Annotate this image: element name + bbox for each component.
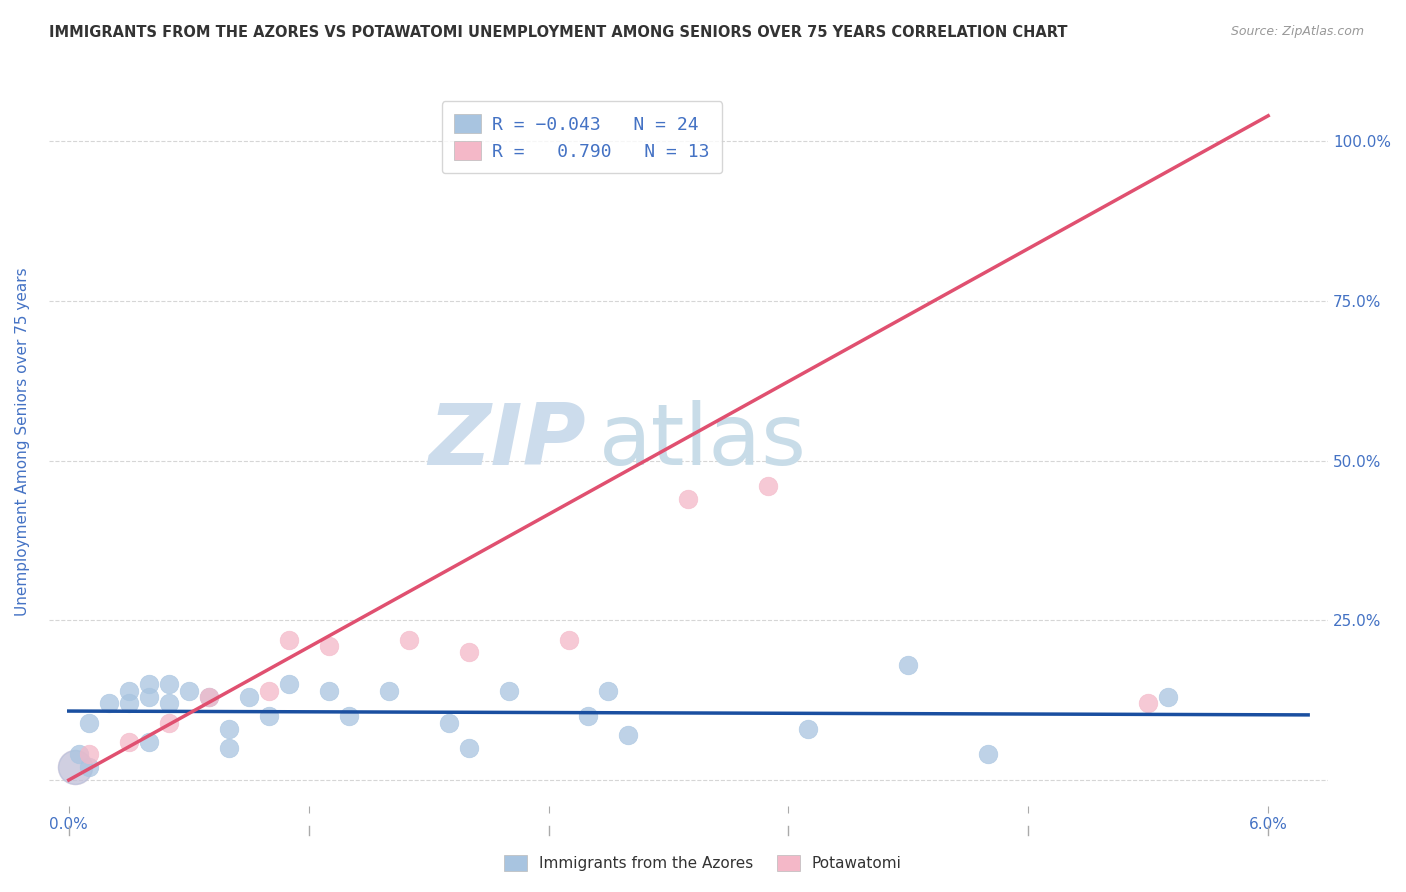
Point [218,741,240,756]
Text: ZIP: ZIP [429,400,586,483]
Point [97,697,120,711]
Text: atlas: atlas [599,400,807,483]
Point [277,632,299,647]
Point [758,479,780,493]
Point [157,677,180,691]
Point [318,639,340,653]
Point [197,690,219,704]
Point [118,697,141,711]
Point [1137,697,1160,711]
Point [257,683,280,698]
Point [197,690,219,704]
Point [157,715,180,730]
Point [138,735,160,749]
Point [1157,690,1180,704]
Point [67,747,90,762]
Point [377,683,399,698]
Point [63,760,86,774]
Point [218,722,240,736]
Point [977,747,1000,762]
Point [457,645,479,659]
Point [118,683,141,698]
Point [557,632,579,647]
Point [398,632,420,647]
Point [277,677,299,691]
Point [498,683,520,698]
Point [797,722,820,736]
Point [138,690,160,704]
Point [257,709,280,723]
Text: IMMIGRANTS FROM THE AZORES VS POTAWATOMI UNEMPLOYMENT AMONG SENIORS OVER 75 YEAR: IMMIGRANTS FROM THE AZORES VS POTAWATOMI… [49,25,1067,40]
Point [318,683,340,698]
Point [77,747,100,762]
Point [177,683,200,698]
Point [238,690,260,704]
Point [457,741,479,756]
Y-axis label: Unemployment Among Seniors over 75 years: Unemployment Among Seniors over 75 years [15,268,30,615]
Point [598,683,620,698]
Point [337,709,360,723]
Point [578,709,600,723]
Point [118,735,141,749]
Legend: R = −0.043   N = 24, R =   0.790   N = 13: R = −0.043 N = 24, R = 0.790 N = 13 [441,101,723,173]
Legend: Immigrants from the Azores, Potawatomi: Immigrants from the Azores, Potawatomi [498,849,908,877]
Point [678,491,700,506]
Point [437,715,460,730]
Point [77,760,100,774]
Point [617,728,640,742]
Point [63,760,86,774]
Point [897,658,920,673]
Point [138,677,160,691]
Point [157,697,180,711]
Point [77,715,100,730]
Text: Source: ZipAtlas.com: Source: ZipAtlas.com [1230,25,1364,38]
